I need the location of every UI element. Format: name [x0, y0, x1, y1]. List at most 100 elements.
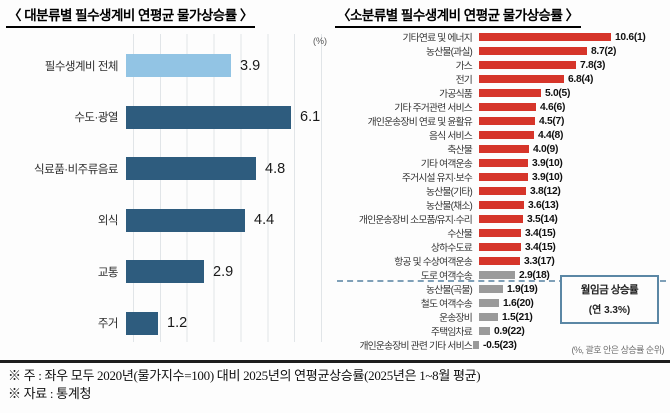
- bar-row: 철도 여객수송 1.6(20): [333, 296, 668, 311]
- value-label: 1.6(20): [503, 297, 534, 309]
- bar-row: 개인운송장비 소모품/유지·수리 3.5(14): [333, 212, 668, 227]
- footer-note-data-source: ※ 자료 : 통계청: [8, 385, 92, 401]
- category-label: 수산물: [447, 229, 472, 240]
- value-label: 2.9(18): [519, 269, 550, 281]
- bar: [479, 33, 611, 41]
- category-label: 도로 여객수송: [420, 271, 473, 282]
- wage-growth-callout-box: 월임금 상승률 (연 3.3%): [560, 275, 659, 324]
- bar: [479, 173, 528, 181]
- value-label: 5.0(5): [545, 87, 571, 99]
- footer-note-source-period: ※ 주 : 좌우 모두 2020년(물가지수=100) 대비 2025년의 연평…: [8, 368, 481, 383]
- bar-row: 교통 2.9: [6, 260, 333, 284]
- value-label: 3.4(15): [525, 241, 556, 253]
- footer-notes: ※ 주 : 좌우 모두 2020년(물가지수=100) 대비 2025년의 연평…: [0, 360, 670, 402]
- bar: [126, 208, 245, 232]
- bar-row: 농산물(곡물) 1.9(19): [333, 282, 668, 297]
- value-label: 6.8(4): [568, 73, 594, 85]
- bar: [126, 311, 158, 335]
- left-chart-bars: 필수생계비 전체 3.9 수도·광열 6.1 식료품·비주류음료 4.8 외식 4.4 교통 2.…: [6, 32, 333, 357]
- bar: [479, 103, 536, 111]
- category-label: 주거: [97, 318, 119, 331]
- value-label: 8.7(2): [591, 45, 617, 57]
- bar: [479, 145, 529, 153]
- major-category-chart: 〈 대분류별 필수생계비 연평균 물가상승률 〉 (%) 필수생계비 전체 3.9…: [0, 0, 333, 358]
- bar-row: 외식 4.4: [6, 208, 333, 232]
- value-label: 3.9: [240, 57, 261, 74]
- left-chart-title: 〈 대분류별 필수생계비 연평균 물가상승률 〉: [6, 4, 255, 28]
- bar-row: 전기 6.8(4): [333, 72, 668, 87]
- bar-row: 기타 여객운송 3.9(10): [333, 156, 668, 171]
- value-label: 1.2: [167, 315, 188, 332]
- bar: [479, 299, 499, 307]
- value-label: 3.5(14): [527, 213, 558, 225]
- category-label: 가스: [455, 61, 473, 72]
- bar-row: 축산물 4.0(9): [333, 142, 668, 157]
- bar-row: 도로 여객수송 2.9(18): [333, 268, 668, 283]
- category-label: 기타 여객운송: [420, 159, 473, 170]
- category-label: 농산물(과실): [426, 47, 473, 58]
- bar: [479, 159, 528, 167]
- value-label: 1.9(19): [507, 283, 538, 295]
- wage-growth-threshold-line: [337, 280, 666, 282]
- bar-row: 농산물(기타) 3.8(12): [333, 184, 668, 199]
- bar-row: 농산물(채소) 3.6(13): [333, 198, 668, 213]
- category-label: 축산물: [447, 145, 472, 156]
- category-label: 농산물(곡물): [426, 285, 473, 296]
- sub-category-chart: 〈소분류별 필수생계비 연평균 물가상승률 〉 기타연료 및 에너지 10.6(1…: [333, 0, 670, 358]
- value-label: 6.1: [300, 109, 321, 126]
- value-label: 3.9(10): [532, 171, 563, 183]
- value-label: 4.5(7): [539, 115, 565, 127]
- category-label: 기타 주거관련 서비스: [394, 103, 473, 114]
- value-label: 3.4(15): [525, 227, 556, 239]
- category-label: 주거시설 유지·보수: [401, 173, 473, 184]
- bar-row: 수산물 3.4(15): [333, 226, 668, 241]
- bar: [479, 271, 515, 279]
- bar: [479, 131, 534, 139]
- bar-row: 식료품·비주류음료 4.8: [6, 157, 333, 181]
- value-label: 2.9: [213, 263, 234, 280]
- category-label: 개인운송장비 소모품/유지·수리: [358, 215, 473, 226]
- bar-row: 항공 및 수상여객운송 3.3(17): [333, 254, 668, 269]
- bar-row: 가스 7.8(3): [333, 58, 668, 73]
- bar-row: 주택임차료 0.9(22): [333, 324, 668, 339]
- bar-row: 기타 주거관련 서비스 4.6(6): [333, 100, 668, 115]
- bar-row: 기타연료 및 에너지 10.6(1): [333, 30, 668, 45]
- value-label: 3.6(13): [528, 199, 559, 211]
- right-chart-title: 〈소분류별 필수생계비 연평균 물가상승률 〉: [335, 4, 581, 28]
- category-label: 필수생계비 전체: [44, 60, 119, 73]
- bar: [479, 257, 520, 265]
- category-label: 기타연료 및 에너지: [402, 33, 472, 44]
- value-label: 3.3(17): [524, 255, 555, 267]
- category-label: 외식: [97, 215, 119, 228]
- wage-callout-line1: 월임금 상승률: [580, 284, 639, 296]
- category-label: 항공 및 수상여객운송: [394, 257, 473, 268]
- bar: [479, 285, 503, 293]
- category-label: 교통: [97, 266, 119, 279]
- category-label: 상하수도료: [430, 243, 473, 254]
- category-label: 개인운송장비 관련 기타 서비스: [359, 341, 472, 352]
- bar: [479, 61, 576, 69]
- category-label: 가공식품: [439, 89, 473, 100]
- value-label: 3.8(12): [530, 185, 561, 197]
- bar: [479, 187, 526, 195]
- right-chart-plot: 기타연료 및 에너지 10.6(1) 농산물(과실) 8.7(2) 가스 7.8(3) 전기…: [333, 30, 668, 358]
- bar-row: 상하수도료 3.4(15): [333, 240, 668, 255]
- bar: [126, 157, 256, 181]
- bar-row: 운송장비 1.5(21): [333, 310, 668, 325]
- left-chart-unit-label: (%): [313, 36, 327, 46]
- category-label: 운송장비: [439, 313, 473, 324]
- right-chart-bars: 기타연료 및 에너지 10.6(1) 농산물(과실) 8.7(2) 가스 7.8(3) 전기…: [333, 30, 668, 358]
- bar-row: 가공식품 5.0(5): [333, 86, 668, 101]
- left-chart-plot: (%) 필수생계비 전체 3.9 수도·광열 6.1 식료품·비주류음료 4.8 외식 4.4…: [6, 32, 333, 357]
- value-label: 3.9(10): [532, 157, 563, 169]
- category-label: 주택임차료: [430, 327, 473, 338]
- bar-row: 주거시설 유지·보수 3.9(10): [333, 170, 668, 185]
- category-label: 음식 서비스: [429, 131, 473, 142]
- value-label: 1.5(21): [502, 311, 533, 323]
- bar: [479, 89, 541, 97]
- bar-row: 필수생계비 전체 3.9: [6, 54, 333, 77]
- bar: [479, 47, 587, 55]
- bar: [479, 327, 490, 335]
- bar: [126, 105, 291, 129]
